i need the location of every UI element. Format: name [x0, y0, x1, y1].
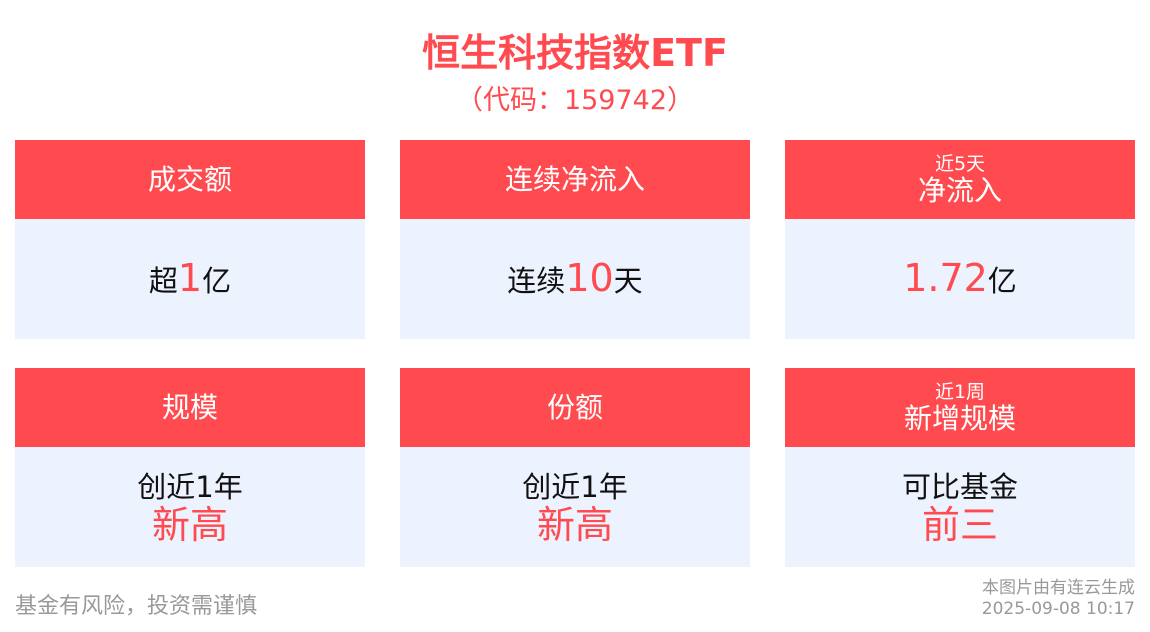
card-shares: 份额 创近1年 新高	[400, 368, 750, 567]
value-suffix: 天	[613, 263, 643, 298]
value-prefix: 连续	[507, 263, 566, 298]
value: 1.72	[903, 255, 988, 300]
timestamp: 2025-09-08 10:17	[981, 599, 1135, 619]
value-highlight: 新高	[151, 503, 228, 547]
value-text: 可比基金	[901, 470, 1018, 504]
card-label: 规模	[161, 390, 218, 424]
source-text: 本图片由有连云生成	[982, 578, 1135, 598]
card-sublabel: 近5天	[934, 152, 986, 175]
source-info: 本图片由有连云生成 2025-09-08 10:17	[982, 578, 1135, 620]
card-consecutive-inflow: 连续净流入 连续10天	[400, 140, 750, 339]
value-highlight: 前三	[921, 503, 998, 547]
card-label: 连续净流入	[504, 162, 645, 196]
page-title: 恒生科技指数ETF	[422, 31, 728, 75]
card-5day-inflow: 近5天 净流入 1.72亿	[785, 140, 1135, 339]
card-label: 成交额	[147, 162, 232, 196]
card-turnover: 成交额 超1亿	[15, 140, 365, 339]
value-text: 创近1年	[522, 470, 628, 504]
value-highlight: 新高	[536, 503, 613, 547]
value-suffix: 亿	[987, 263, 1017, 298]
risk-disclaimer: 基金有风险，投资需谨慎	[15, 594, 258, 619]
card-label: 净流入	[917, 173, 1002, 207]
fund-code: （代码：159742）	[455, 85, 695, 116]
card-sublabel: 近1周	[934, 380, 986, 403]
card-scale: 规模 创近1年 新高	[15, 368, 365, 567]
card-label: 份额	[546, 390, 603, 424]
value-suffix: 亿	[202, 263, 232, 298]
value: 1	[177, 255, 203, 300]
card-label: 新增规模	[903, 401, 1016, 435]
value: 10	[565, 255, 614, 300]
value-text: 创近1年	[137, 470, 243, 504]
card-new-scale: 近1周 新增规模 可比基金 前三	[785, 368, 1135, 567]
value-prefix: 超	[148, 263, 178, 298]
